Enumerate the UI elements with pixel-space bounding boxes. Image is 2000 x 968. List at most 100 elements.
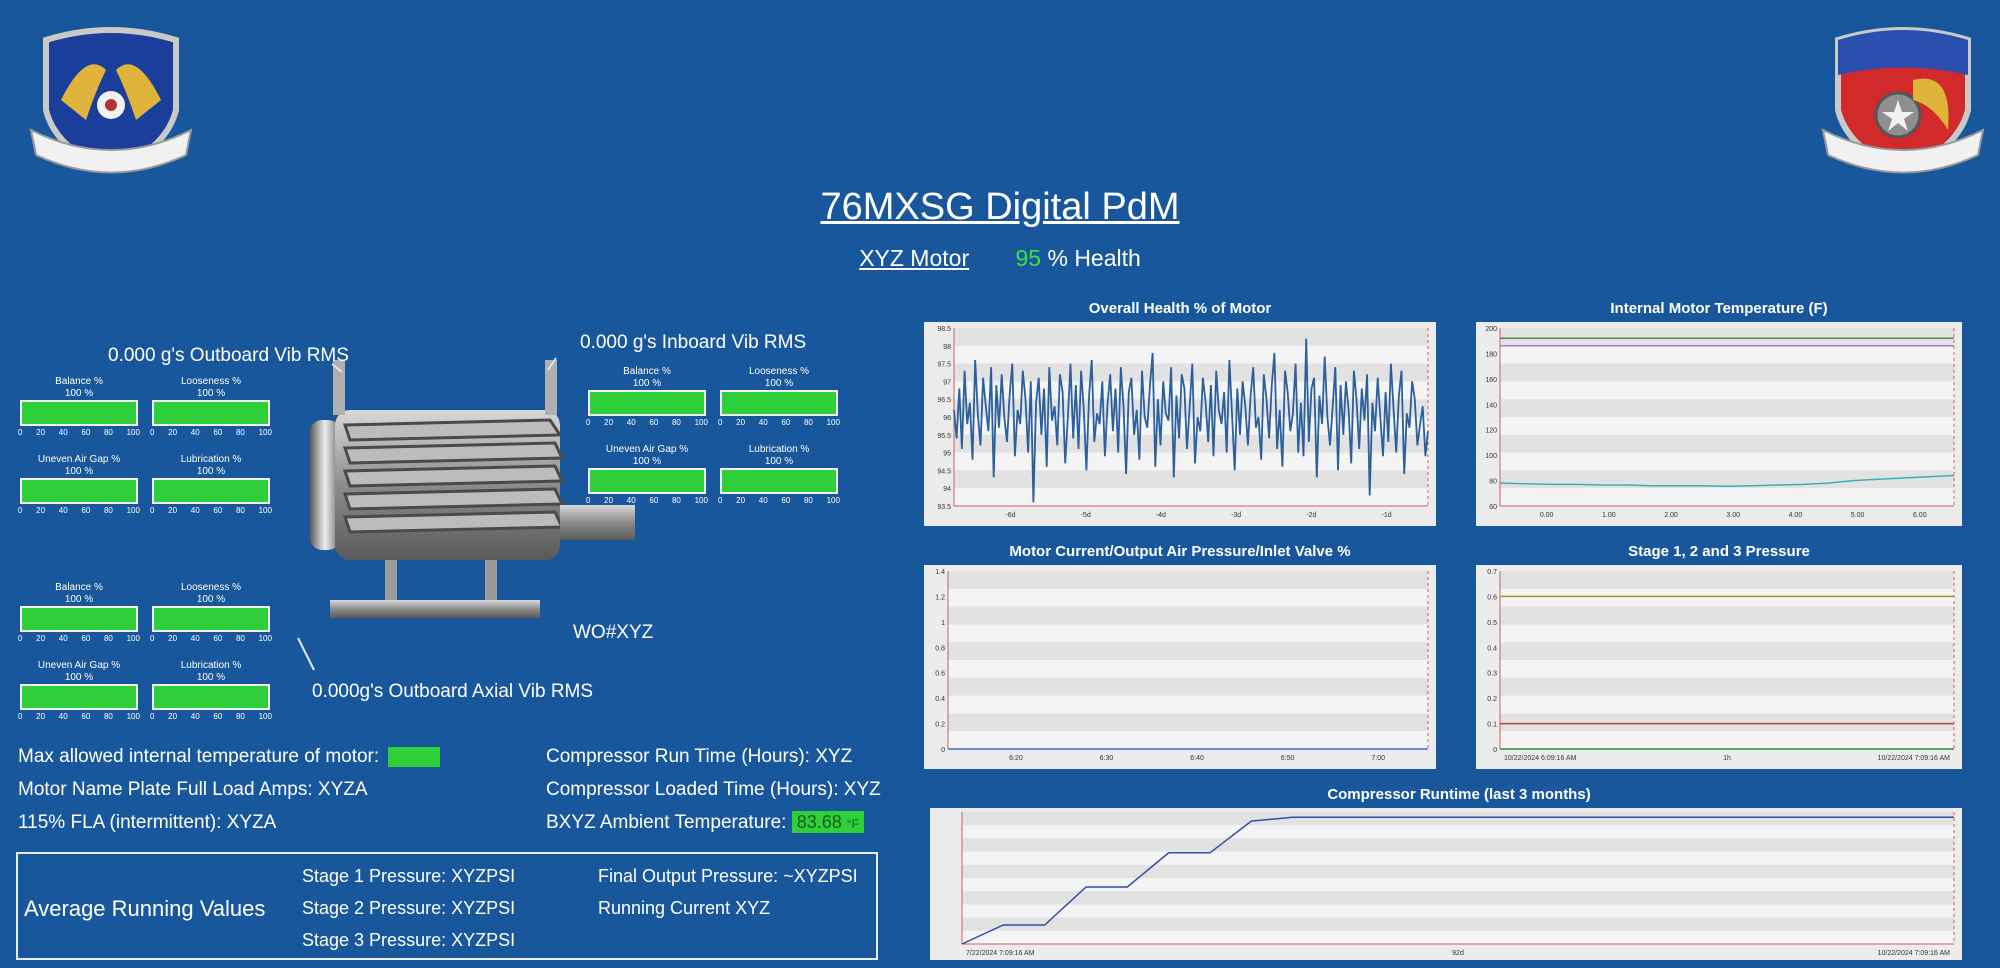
gauge-label: Looseness %	[180, 376, 242, 387]
gauge-tick: 100	[126, 634, 140, 643]
gauge-tick: 20	[736, 418, 746, 427]
grid-band	[1500, 571, 1954, 589]
grid-band	[954, 434, 1428, 453]
y-tick-label: 1.4	[935, 569, 945, 576]
gauge-tick: 80	[235, 634, 245, 643]
series-line	[1499, 474, 1955, 488]
gauge-uneven-air-gap: Uneven Air Gap % 100 % 0 20 40 60 80 100	[18, 660, 140, 721]
gauge-tick: 60	[213, 506, 223, 515]
gauge-lubrication: Lubrication % 100 % 0 20 40 60 80 100	[150, 454, 272, 515]
grid-band	[948, 642, 1428, 660]
gauge-tick: 40	[58, 712, 68, 721]
gauge-value: 100 %	[64, 388, 94, 399]
gauge-tick: 60	[649, 496, 659, 505]
gauge-bar	[20, 478, 138, 504]
gauge-tick: 20	[36, 506, 46, 515]
gauge-ticks: 0 20 40 60 80 100	[150, 634, 272, 643]
gauge-tick: 100	[126, 428, 140, 437]
gauge-tick: 20	[604, 496, 614, 505]
gauge-tick: 40	[190, 712, 200, 721]
grid-band	[1500, 328, 1954, 346]
gauge-ticks: 0 20 40 60 80 100	[18, 712, 140, 721]
gauge-tick: 100	[258, 634, 272, 643]
gauge-ticks: 0 20 40 60 80 100	[150, 712, 272, 721]
motor-name-link[interactable]: XYZ Motor	[859, 245, 970, 271]
ambient-temp-row: BXYZ Ambient Temperature: 83.68 °F	[546, 811, 864, 834]
gauge-value: 100 %	[64, 594, 94, 605]
y-tick-label: 98	[943, 344, 951, 351]
gauge-label: Uneven Air Gap %	[37, 660, 121, 671]
ambient-temp-value: 83.68	[796, 812, 842, 832]
motor-temp-chart[interactable]: 200 180 160 140 120 100 80 60 0.00 1.00 2.00 3.00 4.…	[1476, 322, 1962, 526]
y-tick-label: 0	[1493, 747, 1497, 754]
gauge-ticks: 0 20 40 60 80 100	[150, 428, 272, 437]
gauge-tick: 60	[81, 712, 91, 721]
gauge-bar	[720, 390, 838, 416]
gauge-tick: 100	[126, 506, 140, 515]
gauge-tick: 80	[103, 506, 113, 515]
gauge-label: Lubrication %	[180, 454, 242, 465]
stage-pressure-chart-title: Stage 1, 2 and 3 Pressure	[1628, 543, 1810, 560]
y-tick-label: 0.6	[935, 671, 945, 678]
grid-band	[1500, 677, 1954, 696]
y-tick-label: 0.6	[1487, 594, 1497, 601]
gauge-ticks: 0 20 40 60 80 100	[18, 634, 140, 643]
gauge-label: Lubrication %	[748, 444, 810, 455]
gauge-tick: 100	[126, 712, 140, 721]
health-label: % Health	[1047, 245, 1141, 271]
gauge-tick: 100	[826, 418, 840, 427]
gauge-tick: 60	[213, 712, 223, 721]
gauge-tick: 40	[758, 496, 768, 505]
gauge-tick: 80	[103, 428, 113, 437]
gauge-tick: 40	[626, 496, 636, 505]
gauge-tick: 0	[18, 634, 23, 643]
y-tick-label: 0.7	[1487, 569, 1497, 576]
stage-pressure-chart[interactable]: 0.7 0.6 0.5 0.4 0.3 0.2 0.1 0 10/22/2024 6:09:16…	[1476, 565, 1962, 769]
ambient-temp-unit: °F	[846, 817, 859, 831]
overall-health-chart-title: Overall Health % of Motor	[1088, 300, 1272, 317]
gauge-tick: 20	[36, 428, 46, 437]
y-tick-label: 0.2	[1487, 696, 1497, 703]
motor-current-chart[interactable]: 1.4 1.2 1 0.8 0.6 0.4 0.2 0 6:20 6:30 6:40 6:50 7:00	[924, 565, 1436, 769]
gauge-label: Balance %	[55, 582, 103, 593]
gauge-value: 100 %	[764, 378, 794, 389]
x-tick-label: 6:40	[1190, 755, 1204, 762]
x-tick-label: 0.00	[1540, 512, 1554, 519]
grid-band	[1500, 713, 1954, 732]
y-tick-label: 94	[943, 486, 951, 493]
max-temp-row: Max allowed internal temperature of moto…	[18, 746, 441, 768]
y-tick-label: 80	[1489, 479, 1497, 486]
x-tick-label: -2d	[1306, 512, 1316, 519]
grid-band	[962, 812, 1954, 826]
gauge-tick: 80	[235, 712, 245, 721]
gauge-tick: 60	[213, 634, 223, 643]
x-tick-label: 6:30	[1100, 755, 1114, 762]
gauge-bar	[152, 478, 270, 504]
gauge-tick: 80	[671, 418, 681, 427]
gauge-tick: 0	[150, 506, 155, 515]
gauge-bar-fill	[590, 392, 704, 414]
y-tick-label: 0.1	[1487, 722, 1497, 729]
y-tick-label: 0.2	[935, 722, 945, 729]
overall-health-chart[interactable]: 98.5 98 97.5 97 96.5 96 95.5 95 94.5 94 93.5 -6d -5d…	[924, 322, 1436, 526]
grid-band	[954, 470, 1428, 489]
gauge-label: Lubrication %	[180, 660, 242, 671]
y-tick-label: 140	[1485, 402, 1497, 409]
gauge-looseness: Looseness % 100 % 0 20 40 60 80 100	[150, 376, 272, 437]
y-tick-label: 1	[941, 620, 945, 627]
oklahoma-city-alc-logo	[26, 20, 196, 185]
y-tick-label: 95	[943, 451, 951, 458]
gauge-tick: 80	[803, 496, 813, 505]
gauge-tick: 20	[168, 428, 178, 437]
grid-band	[948, 606, 1428, 625]
gauge-ticks: 0 20 40 60 80 100	[586, 418, 708, 427]
compressor-runtime-chart[interactable]: 7/22/2024 7:09:16 AM 92d 10/22/2024 7:09:1…	[930, 808, 1962, 960]
gauge-bar	[152, 606, 270, 632]
gauge-tick: 100	[258, 712, 272, 721]
gauge-looseness: Looseness % 100 % 0 20 40 60 80 100	[150, 582, 272, 643]
gauge-tick: 0	[718, 496, 723, 505]
gauge-tick: 80	[103, 712, 113, 721]
work-order-label: WO#XYZ	[573, 622, 654, 643]
grid-band	[962, 891, 1954, 905]
gauge-tick: 0	[150, 428, 155, 437]
